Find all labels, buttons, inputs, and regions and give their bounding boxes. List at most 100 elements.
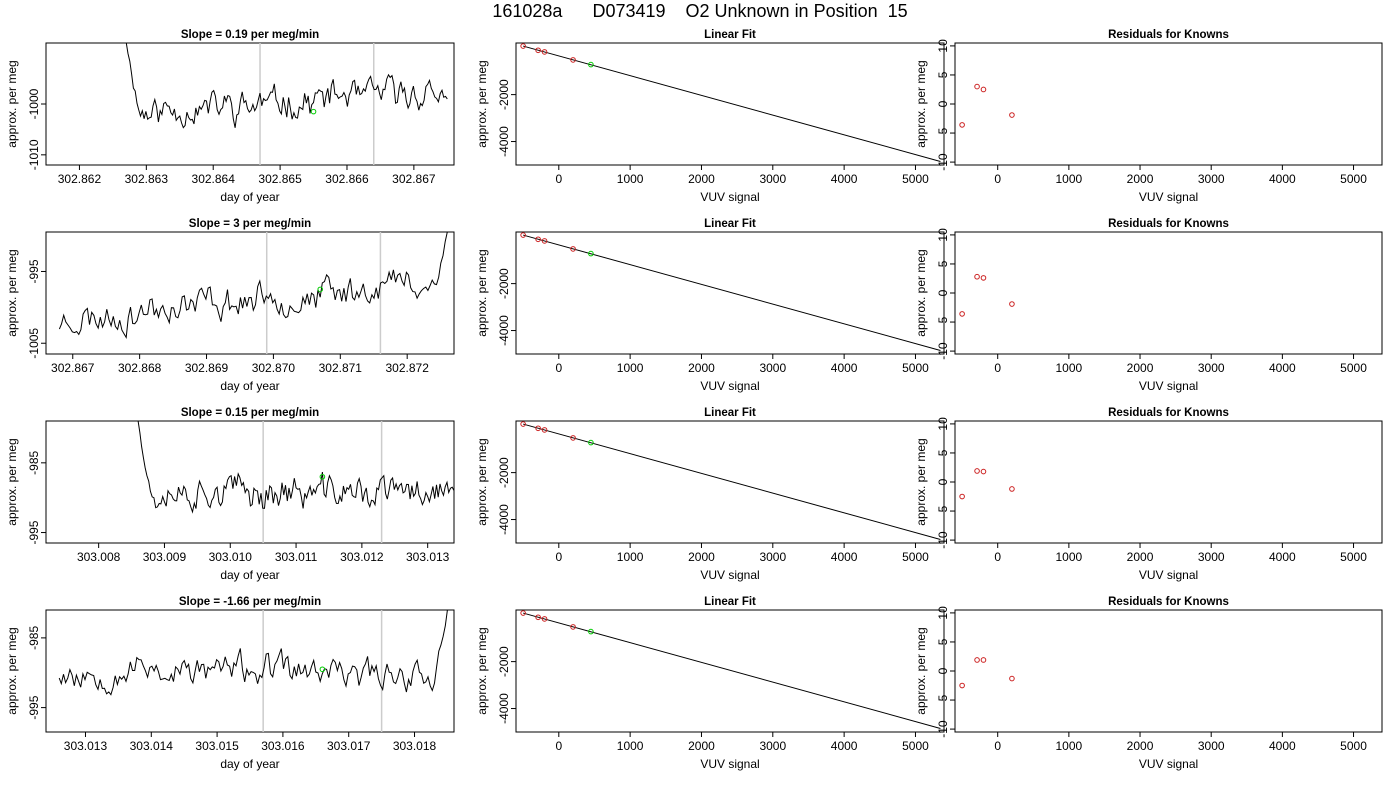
known-standard-point — [541, 49, 548, 55]
x-tick-label: 3000 — [1198, 172, 1225, 186]
x-tick-label: 2000 — [688, 739, 715, 753]
x-axis-label: day of year — [220, 190, 279, 204]
x-axis-label: day of year — [220, 757, 279, 771]
y-tick-label: -4000 — [497, 693, 511, 724]
x-tick-label: 303.014 — [130, 739, 174, 753]
unknown-sample-point — [588, 61, 594, 68]
panel-2: Linear Fit 0 1000 2000 3000 4000 5000 -4000 -200… — [475, 29, 945, 204]
known-standard-point — [570, 624, 576, 630]
signal-trace — [137, 421, 454, 514]
y-axis-label: approx. per meg — [475, 627, 489, 714]
x-tick-label: 1000 — [617, 172, 644, 186]
x-tick-label: 303.018 — [393, 739, 437, 753]
panel-title: Linear Fit — [704, 596, 756, 608]
x-tick-label: 303.017 — [327, 739, 371, 753]
x-tick-label: 4000 — [1269, 739, 1296, 753]
signal-trace — [125, 43, 448, 129]
y-tick-label: -1010 — [27, 139, 41, 170]
y-tick-label: 10 — [936, 39, 950, 53]
x-tick-label: 303.016 — [261, 739, 305, 753]
known-standard-point — [520, 43, 526, 49]
residual-point — [959, 311, 965, 317]
known-standard-point — [520, 610, 526, 616]
x-tick-label: 0 — [994, 172, 1001, 186]
x-tick-label: 4000 — [831, 739, 858, 753]
x-tick-label: 5000 — [1340, 550, 1367, 564]
x-tick-label: 303.008 — [77, 550, 121, 564]
residual-point — [1009, 486, 1015, 492]
x-tick-label: 302.862 — [58, 172, 102, 186]
y-tick-label: -5 — [936, 694, 950, 705]
known-standard-point — [541, 427, 548, 433]
fit-line — [523, 423, 941, 540]
unknown-sample-point — [588, 250, 594, 257]
x-axis-label: day of year — [220, 379, 279, 393]
panel-7: Slope = 0.15 per meg/min 303.008 303.009 30… — [5, 407, 455, 582]
panel-9: Residuals for Knowns 0 1000 2000 3000 4000 500… — [914, 407, 1383, 582]
y-tick-label: -4000 — [497, 126, 511, 157]
panel-5: Linear Fit 0 1000 2000 3000 4000 5000 -4000 -200… — [475, 218, 945, 393]
residual-point — [980, 657, 987, 663]
x-tick-label: 3000 — [759, 739, 786, 753]
x-tick-label: 2000 — [688, 361, 715, 375]
x-tick-label: 0 — [555, 361, 562, 375]
x-tick-label: 5000 — [902, 172, 929, 186]
known-standard-point — [520, 232, 526, 238]
x-tick-label: 303.012 — [340, 550, 384, 564]
y-tick-label: -2000 — [497, 79, 511, 110]
panel-title: Slope = 3 per meg/min — [189, 218, 311, 230]
panel-title: Linear Fit — [704, 218, 756, 230]
x-tick-label: 4000 — [831, 550, 858, 564]
residual-point — [974, 273, 980, 280]
x-tick-label: 3000 — [759, 361, 786, 375]
x-axis-label: day of year — [220, 568, 279, 582]
fit-line — [523, 612, 941, 729]
x-tick-label: 1000 — [1056, 739, 1083, 753]
plot-area — [520, 232, 941, 351]
plot-frame — [515, 420, 945, 544]
plot-frame — [954, 609, 1383, 733]
plot-area — [520, 610, 941, 729]
fit-line — [523, 45, 941, 162]
known-standard-point — [535, 47, 541, 54]
residual-point — [959, 122, 965, 128]
signal-trace — [58, 232, 448, 339]
panel-11: Linear Fit 0 1000 2000 3000 4000 5000 -4000 -200… — [475, 596, 945, 771]
plot-area — [520, 421, 941, 540]
known-standard-point — [535, 425, 541, 432]
known-standard-point — [535, 614, 541, 621]
x-tick-label: 302.870 — [252, 361, 296, 375]
y-axis-label: approx. per meg — [5, 627, 19, 714]
x-axis-label: VUV signal — [700, 379, 759, 393]
y-tick-label: -4000 — [497, 504, 511, 535]
panel-title: Residuals for Knowns — [1108, 29, 1229, 41]
x-tick-label: 5000 — [902, 550, 929, 564]
y-tick-label: -995 — [27, 520, 41, 544]
panel-8: Linear Fit 0 1000 2000 3000 4000 5000 -4000 -200… — [475, 407, 945, 582]
y-tick-label: 10 — [936, 417, 950, 431]
unknown-sample-point — [319, 473, 326, 480]
x-axis-label: VUV signal — [1139, 379, 1198, 393]
x-axis-label: VUV signal — [700, 190, 759, 204]
residual-point — [980, 86, 987, 93]
x-tick-label: 302.867 — [392, 172, 436, 186]
y-axis-label: approx. per meg — [914, 60, 928, 147]
x-tick-label: 1000 — [1056, 550, 1083, 564]
x-tick-label: 4000 — [1269, 361, 1296, 375]
x-tick-label: 2000 — [1127, 361, 1154, 375]
panel-12: Residuals for Knowns 0 1000 2000 3000 4000 500… — [914, 596, 1383, 771]
x-tick-label: 302.866 — [325, 172, 369, 186]
y-axis-label: approx. per meg — [5, 60, 19, 147]
x-axis-label: VUV signal — [1139, 190, 1198, 204]
y-axis-label: approx. per meg — [475, 60, 489, 147]
plot-frame — [954, 42, 1383, 166]
x-tick-label: 303.013 — [64, 739, 108, 753]
plot-area — [959, 468, 1015, 500]
y-tick-label: 0 — [936, 667, 950, 674]
x-axis-label: VUV signal — [700, 757, 759, 771]
x-tick-label: 0 — [994, 361, 1001, 375]
panel-title: Residuals for Knowns — [1108, 218, 1229, 230]
panel-title: Linear Fit — [704, 29, 756, 41]
y-axis-label: approx. per meg — [475, 438, 489, 525]
panel-4: Slope = 3 per meg/min 302.867 302.868 302.8… — [5, 218, 455, 393]
